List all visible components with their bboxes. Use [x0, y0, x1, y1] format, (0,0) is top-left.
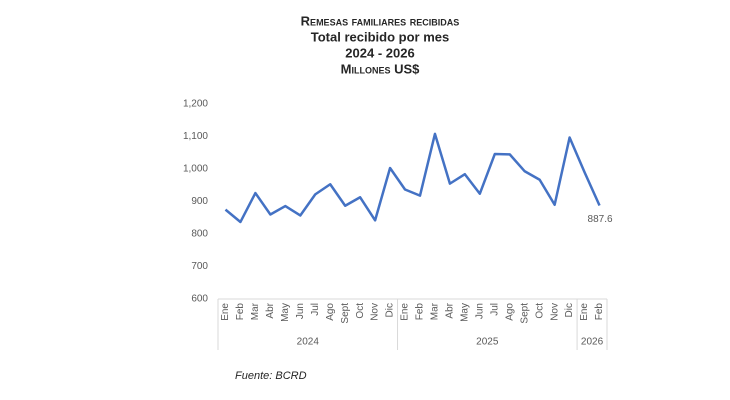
x-tick-label: Sept [340, 303, 351, 324]
y-tick-label: 1,000 [183, 164, 208, 175]
x-tick-label: Oct [355, 303, 366, 319]
x-tick-label: Jul [310, 303, 321, 316]
data-label: 887.6 [588, 214, 613, 225]
data-line [224, 132, 601, 224]
y-tick-label: 800 [191, 229, 208, 240]
x-tick-label: Mar [250, 302, 261, 320]
y-tick-label: 1,200 [183, 99, 208, 110]
group-label: 2026 [581, 337, 604, 348]
x-tick-label: Ene [579, 303, 590, 321]
x-tick-label: Ene [220, 303, 231, 321]
chart-subtitle: Total recibido por mes [311, 29, 449, 44]
x-tick-label: Feb [594, 303, 605, 321]
source-note: Fuente: BCRD [235, 370, 307, 382]
x-tick-label: Dic [385, 303, 396, 317]
x-tick-label: Ago [504, 303, 515, 321]
x-tick-label: Oct [534, 303, 545, 319]
x-tick-label: Dic [564, 303, 575, 317]
y-tick-label: 700 [191, 261, 208, 272]
x-tick-label: May [460, 303, 471, 322]
chart-subtitle: Millones US$ [341, 61, 421, 76]
x-tick-label: Abr [445, 302, 456, 318]
chart-subtitle: 2024 - 2026 [345, 45, 414, 60]
y-tick-label: 1,100 [183, 131, 208, 142]
y-tick-label: 600 [191, 294, 208, 305]
x-tick-label: Nov [549, 303, 560, 321]
y-tick-label: 900 [191, 196, 208, 207]
x-tick-label: Ago [325, 303, 336, 321]
group-label: 2025 [476, 337, 499, 348]
x-tick-label: Jun [474, 303, 485, 319]
x-tick-label: Mar [430, 302, 441, 320]
group-label: 2024 [297, 337, 320, 348]
x-tick-label: Jul [489, 303, 500, 316]
x-tick-label: Nov [370, 303, 381, 321]
x-tick-label: Feb [415, 303, 426, 321]
x-tick-label: May [280, 303, 291, 322]
x-tick-label: Jun [295, 303, 306, 319]
x-tick-label: Sept [519, 303, 530, 324]
x-tick-label: Abr [265, 302, 276, 318]
x-tick-label: Ene [400, 303, 411, 321]
chart-title: Remesas familiares recibidas [301, 13, 460, 28]
x-tick-label: Feb [235, 303, 246, 321]
